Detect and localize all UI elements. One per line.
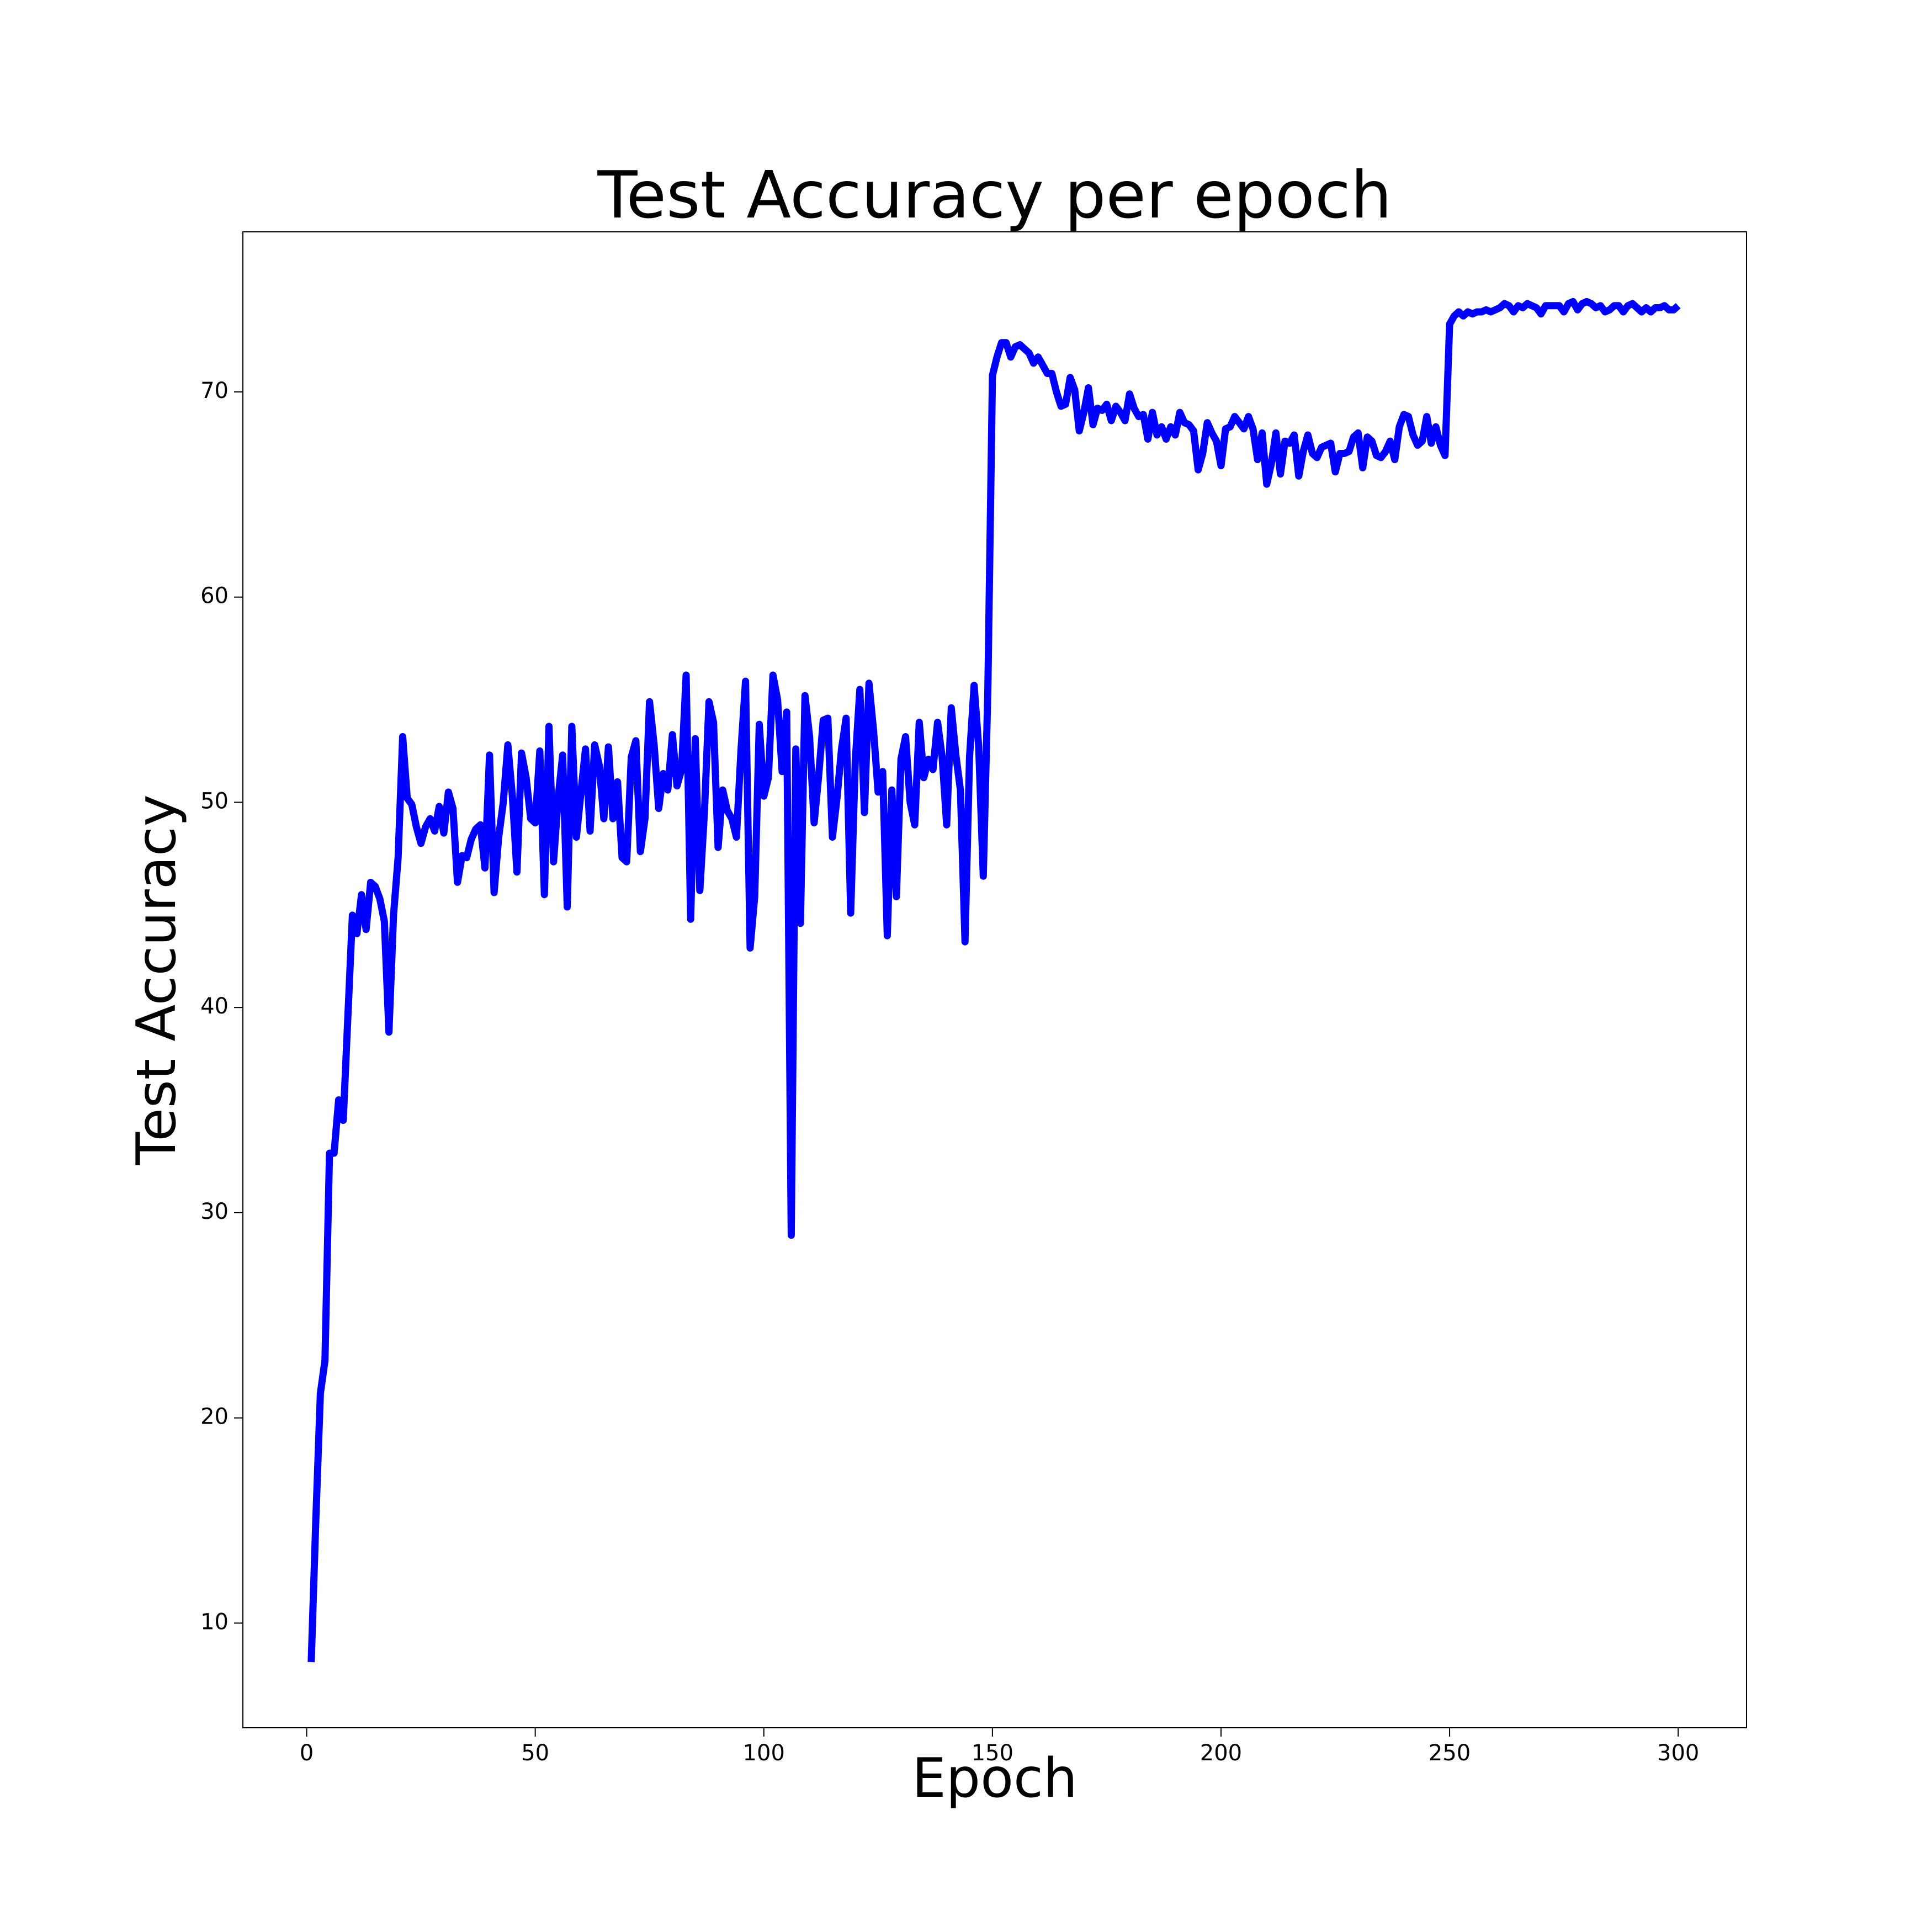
chart-title: Test Accuracy per epoch <box>597 157 1392 233</box>
x-tick-label: 300 <box>1657 1740 1699 1766</box>
plot-frame <box>242 231 1747 1728</box>
y-tick-label: 10 <box>200 1609 229 1634</box>
x-tick-label: 0 <box>300 1740 314 1766</box>
y-tick-label: 40 <box>200 994 229 1019</box>
x-axis-label: Epoch <box>912 1747 1078 1810</box>
x-tick-label: 150 <box>972 1740 1013 1766</box>
x-tick-label: 200 <box>1200 1740 1242 1766</box>
y-tick-label: 30 <box>200 1199 229 1224</box>
data-line <box>307 298 1681 1663</box>
x-tick-label: 50 <box>521 1740 549 1766</box>
x-tick-label: 100 <box>743 1740 785 1766</box>
y-tick-label: 20 <box>200 1404 229 1430</box>
y-axis-label: Test Accuracy <box>125 794 188 1166</box>
x-tick-label: 250 <box>1429 1740 1471 1766</box>
y-tick-label: 60 <box>200 583 229 609</box>
y-tick-label: 50 <box>200 788 229 814</box>
y-tick-label: 70 <box>200 378 229 404</box>
